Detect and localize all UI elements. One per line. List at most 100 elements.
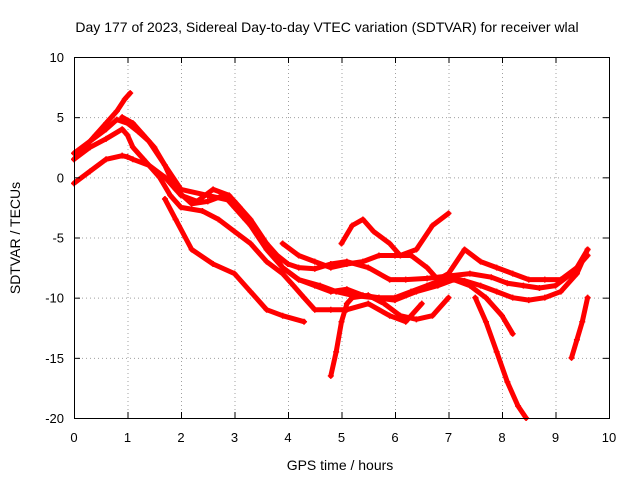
- data-point-marker: [568, 354, 575, 361]
- data-point-marker: [365, 300, 372, 307]
- data-point-marker: [552, 282, 559, 289]
- data-point-marker: [445, 294, 452, 301]
- data-point-marker: [477, 258, 484, 265]
- data-point-marker: [557, 276, 564, 283]
- data-point-marker: [573, 270, 580, 277]
- x-axis-label: GPS time / hours: [287, 457, 394, 473]
- y-tick-label: 5: [57, 110, 64, 125]
- data-point-marker: [295, 276, 302, 283]
- series-track-4: [71, 152, 591, 304]
- data-point-marker: [311, 258, 318, 265]
- data-point-marker: [488, 274, 495, 281]
- data-point-marker: [573, 264, 580, 271]
- data-point-marker: [194, 198, 201, 205]
- data-point-marker: [295, 264, 302, 271]
- axis-ticks: 0 1 2 3 4 5 6 7 8 9 10 -20 -15 -10 -5 0 5 10: [45, 50, 616, 445]
- data-point-marker: [151, 144, 158, 151]
- data-point-marker: [204, 198, 211, 205]
- data-point-marker: [263, 240, 270, 247]
- data-point-marker: [124, 132, 131, 139]
- data-point-marker: [359, 216, 366, 223]
- data-point-marker: [215, 216, 222, 223]
- data-point-marker: [103, 126, 110, 133]
- y-tick-label: -10: [45, 291, 64, 306]
- data-point-marker: [124, 153, 131, 160]
- series-track-11: [568, 294, 591, 361]
- series-track-6: [161, 195, 308, 325]
- series-track-7: [279, 240, 591, 283]
- data-point-marker: [445, 270, 452, 277]
- x-tick-label: 10: [602, 430, 616, 445]
- data-point-marker: [121, 96, 128, 103]
- data-point-marker: [472, 294, 479, 301]
- data-point-marker: [301, 318, 308, 325]
- data-point-marker: [343, 286, 350, 293]
- data-point-marker: [375, 252, 382, 259]
- data-point-marker: [509, 330, 516, 337]
- data-point-marker: [119, 114, 126, 121]
- data-point-marker: [301, 294, 308, 301]
- x-tick-label: 0: [70, 430, 77, 445]
- data-point-marker: [285, 260, 291, 267]
- data-point-marker: [349, 222, 356, 229]
- series-line: [119, 114, 516, 337]
- y-tick-label: -20: [45, 411, 64, 426]
- data-series: [71, 90, 591, 421]
- data-point-marker: [343, 300, 350, 307]
- y-axis-label: SDTVAR / TECUs: [7, 182, 23, 294]
- data-point-marker: [231, 198, 238, 205]
- data-point-marker: [370, 228, 377, 235]
- data-point-marker: [87, 138, 94, 145]
- data-point-marker: [327, 306, 334, 313]
- data-point-marker: [161, 174, 168, 181]
- data-point-marker: [317, 282, 324, 289]
- series-line: [280, 241, 591, 283]
- data-point-marker: [482, 294, 489, 301]
- data-point-marker: [226, 192, 233, 199]
- data-point-marker: [429, 222, 436, 229]
- data-point-marker: [333, 348, 340, 355]
- series-line: [569, 295, 591, 361]
- data-point-marker: [103, 156, 110, 163]
- y-tick-label: 10: [50, 50, 64, 65]
- data-point-marker: [504, 378, 511, 385]
- grid: [74, 57, 609, 418]
- data-point-marker: [338, 318, 345, 325]
- series-line: [472, 295, 529, 421]
- data-point-marker: [290, 282, 297, 289]
- data-point-marker: [87, 168, 94, 175]
- data-point-marker: [103, 120, 110, 127]
- data-point-marker: [145, 162, 152, 169]
- data-point-marker: [381, 300, 388, 307]
- x-tick-label: 3: [231, 430, 238, 445]
- data-point-marker: [161, 162, 168, 169]
- data-point-marker: [295, 252, 302, 259]
- data-point-marker: [247, 288, 254, 295]
- data-point-marker: [541, 276, 548, 283]
- data-point-marker: [199, 208, 206, 215]
- data-point-marker: [424, 275, 431, 282]
- data-point-marker: [127, 90, 134, 97]
- data-point-marker: [247, 240, 254, 247]
- data-point-marker: [231, 270, 238, 277]
- data-point-marker: [557, 288, 564, 295]
- data-point-marker: [493, 264, 500, 271]
- data-point-marker: [579, 318, 586, 325]
- data-point-marker: [482, 318, 489, 325]
- y-tick-label: -15: [45, 351, 64, 366]
- data-point-marker: [509, 294, 516, 301]
- data-point-marker: [140, 132, 147, 139]
- data-point-marker: [279, 240, 286, 247]
- data-point-marker: [515, 402, 522, 409]
- data-point-marker: [466, 282, 473, 289]
- y-tick-label: 0: [57, 170, 64, 185]
- data-point-marker: [397, 252, 404, 259]
- data-point-marker: [327, 264, 334, 271]
- data-point-marker: [210, 260, 217, 267]
- data-point-marker: [178, 186, 184, 193]
- data-point-marker: [113, 108, 120, 115]
- series-line: [339, 210, 451, 258]
- data-point-marker: [392, 252, 398, 259]
- data-point-marker: [231, 228, 238, 235]
